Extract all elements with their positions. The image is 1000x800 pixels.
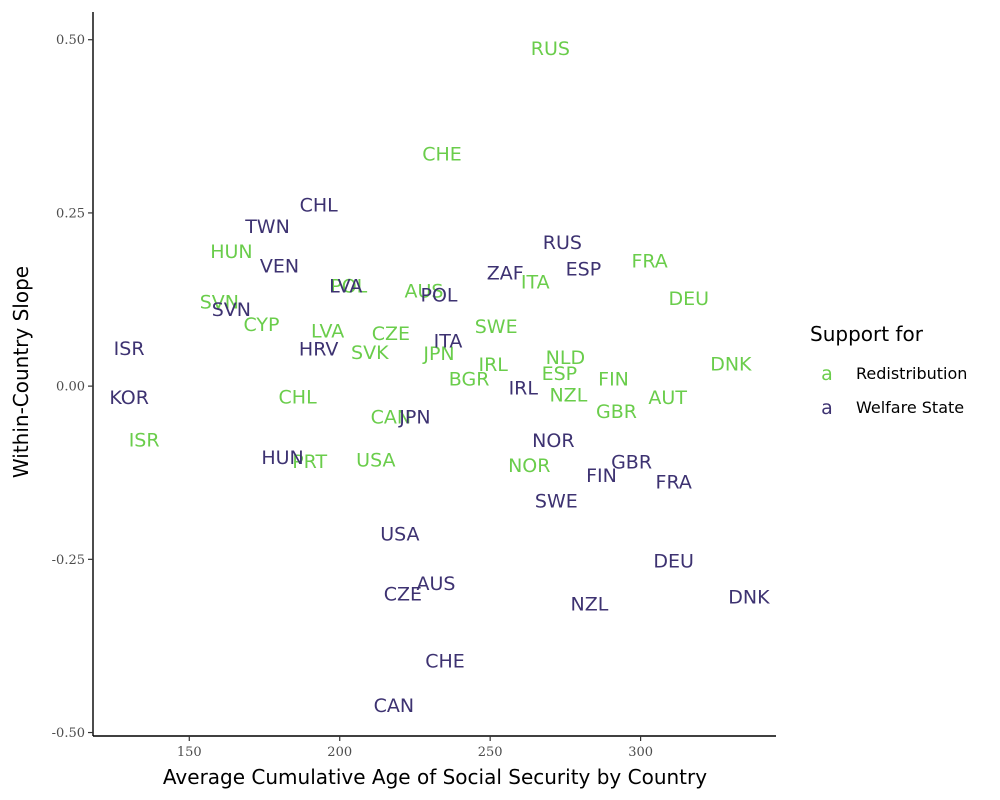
y-tick-label: 0.50 bbox=[56, 33, 85, 48]
y-tick-label: 0.00 bbox=[56, 380, 85, 395]
y-tick-label: 0.25 bbox=[56, 206, 85, 221]
point-label-welfare-state: HUN bbox=[261, 447, 303, 469]
point-label-welfare-state: GBR bbox=[611, 452, 652, 474]
point-label-redistribution: GBR bbox=[596, 401, 637, 423]
y-tick-label: -0.50 bbox=[52, 726, 85, 741]
x-tick-label: 300 bbox=[628, 745, 653, 760]
point-label-redistribution: DNK bbox=[710, 353, 752, 375]
point-label-redistribution: RUS bbox=[531, 38, 570, 60]
point-label-welfare-state: HRV bbox=[299, 339, 338, 361]
legend-label-welfare-state: Welfare State bbox=[856, 398, 964, 417]
point-label-redistribution: NOR bbox=[508, 455, 550, 477]
point-label-redistribution: PRT bbox=[292, 451, 327, 473]
point-label-welfare-state: CHE bbox=[425, 650, 465, 672]
point-label-welfare-state: FIN bbox=[586, 465, 617, 487]
point-label-redistribution: DEU bbox=[668, 288, 709, 310]
point-label-redistribution: LVA bbox=[311, 321, 344, 343]
point-label-welfare-state: LVA bbox=[329, 276, 362, 298]
y-axis-ticks: 0.50 0.25 0.00 -0.25 -0.50 bbox=[52, 33, 93, 741]
point-label-welfare-state: USA bbox=[380, 524, 419, 546]
point-label-redistribution: FRA bbox=[631, 251, 667, 273]
point-label-redistribution: NZL bbox=[549, 384, 587, 406]
point-label-welfare-state: AUS bbox=[417, 573, 456, 595]
y-axis-title: Within-Country Slope bbox=[9, 266, 33, 478]
point-label-welfare-state: DEU bbox=[653, 551, 694, 573]
point-label-welfare-state: SWE bbox=[535, 490, 578, 512]
point-label-welfare-state: VEN bbox=[260, 256, 299, 278]
point-label-redistribution: HUN bbox=[210, 241, 252, 263]
point-label-redistribution: SVN bbox=[200, 292, 239, 314]
point-label-welfare-state: CZE bbox=[384, 583, 422, 605]
point-label-welfare-state: SVN bbox=[212, 299, 251, 321]
point-label-redistribution: CHL bbox=[279, 387, 318, 409]
point-label-welfare-state: POL bbox=[421, 285, 458, 307]
legend-key-redistribution: a bbox=[821, 363, 833, 385]
point-label-redistribution: CHE bbox=[422, 143, 462, 165]
point-label-redistribution: JPN bbox=[422, 343, 454, 365]
point-label-welfare-state: IRL bbox=[509, 378, 539, 400]
point-label-welfare-state: RUS bbox=[543, 232, 582, 254]
point-label-welfare-state: ITA bbox=[434, 330, 463, 352]
point-label-redistribution: BGR bbox=[449, 369, 490, 391]
point-label-welfare-state: KOR bbox=[109, 387, 149, 409]
point-label-redistribution: SVK bbox=[351, 342, 389, 364]
point-label-redistribution: SWE bbox=[475, 316, 518, 338]
point-label-redistribution: CAN bbox=[371, 407, 411, 429]
point-label-redistribution: ITA bbox=[521, 272, 550, 294]
point-label-redistribution: AUT bbox=[648, 387, 687, 409]
point-label-welfare-state: JPN bbox=[398, 407, 430, 429]
legend-label-redistribution: Redistribution bbox=[856, 364, 967, 383]
x-tick-label: 150 bbox=[177, 745, 202, 760]
point-label-welfare-state: NZL bbox=[571, 594, 609, 616]
point-label-redistribution: POL bbox=[330, 276, 367, 298]
point-label-redistribution: FIN bbox=[598, 369, 629, 391]
point-label-welfare-state: NOR bbox=[532, 430, 574, 452]
point-label-redistribution: CYP bbox=[243, 314, 279, 336]
x-tick-label: 200 bbox=[327, 745, 352, 760]
legend-items: a Redistribution a Welfare State bbox=[821, 363, 967, 419]
legend-title: Support for bbox=[810, 322, 924, 346]
point-label-redistribution: ISR bbox=[129, 429, 160, 451]
point-label-welfare-state: ZAF bbox=[487, 263, 524, 285]
point-label-redistribution: IRL bbox=[478, 354, 508, 376]
legend-key-welfare-state: a bbox=[821, 397, 833, 419]
point-label-welfare-state: TWN bbox=[244, 216, 290, 238]
x-tick-label: 250 bbox=[478, 745, 503, 760]
point-label-welfare-state: CHL bbox=[300, 195, 339, 217]
y-tick-label: -0.25 bbox=[52, 553, 85, 568]
point-label-welfare-state: DNK bbox=[728, 587, 770, 609]
point-label-redistribution: ESP bbox=[542, 363, 578, 385]
x-axis-ticks: 150 200 250 300 bbox=[177, 736, 653, 760]
point-label-redistribution: USA bbox=[356, 450, 395, 472]
axes: 150 200 250 300 0.50 0.25 0.00 -0.25 -0.50 bbox=[52, 12, 776, 760]
point-label-welfare-state: ISR bbox=[114, 338, 145, 360]
point-label-welfare-state: ESP bbox=[566, 258, 602, 280]
point-label-redistribution: NLD bbox=[546, 347, 585, 369]
legend: Support for a Redistribution a Welfare Stat… bbox=[810, 322, 967, 419]
point-label-redistribution: AUS bbox=[404, 281, 443, 303]
x-axis-title: Average Cumulative Age of Social Securit… bbox=[163, 765, 707, 789]
point-label-welfare-state: FRA bbox=[656, 472, 692, 494]
point-label-welfare-state: CAN bbox=[374, 695, 414, 717]
point-label-redistribution: CZE bbox=[372, 323, 410, 345]
